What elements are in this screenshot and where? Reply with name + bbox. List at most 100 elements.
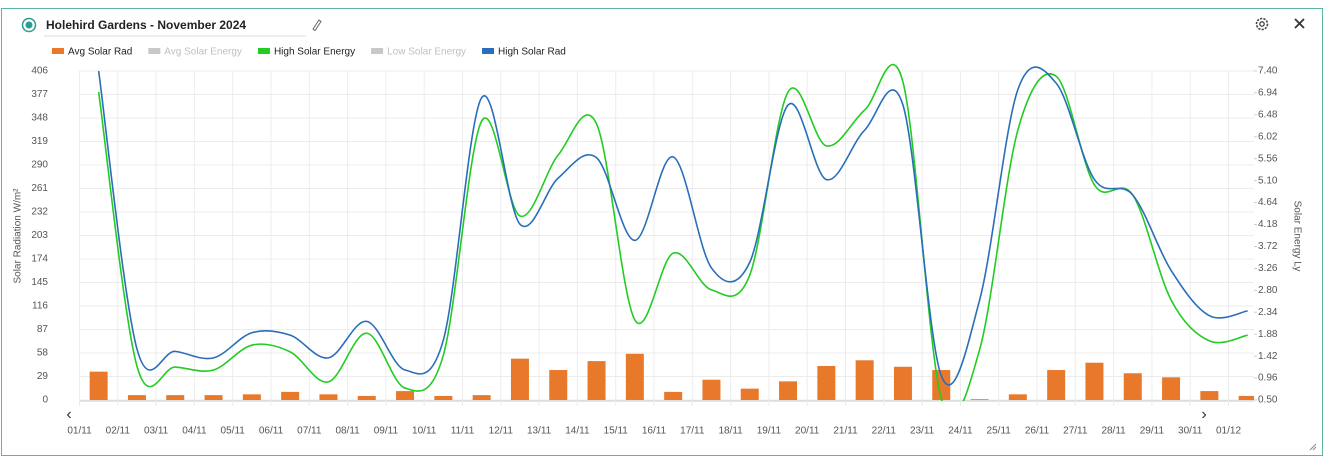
scroll-left[interactable]: ‹	[66, 406, 71, 423]
y-tick-label: 87	[37, 324, 49, 335]
x-tick-label: 14/11	[565, 426, 590, 437]
legend-swatch[interactable]	[148, 48, 161, 54]
x-tick-label: 26/11	[1025, 426, 1050, 437]
bar	[1238, 395, 1254, 400]
y2-tick-label: 4.64	[1258, 197, 1278, 208]
bar	[1162, 377, 1181, 400]
x-tick-label: 04/11	[182, 426, 207, 437]
y2-tick-label: 1.42	[1258, 351, 1278, 362]
x-tick-label: 09/11	[374, 426, 399, 437]
widget-title: Holehird Gardens - November 2024	[46, 18, 246, 32]
y2-tick-label: 6.48	[1258, 110, 1278, 121]
bar	[1200, 391, 1219, 400]
y2-tick-label: 3.26	[1258, 263, 1278, 274]
y-tick-label: 29	[37, 371, 49, 382]
y-axis-label: Solar Radiation W/m²	[13, 188, 24, 284]
legend-label[interactable]: Low Solar Energy	[387, 47, 466, 58]
settings-icon[interactable]	[1255, 17, 1269, 31]
legend-swatch[interactable]	[257, 48, 270, 54]
y2-axis-label: Solar Energy Ly	[1291, 201, 1302, 272]
x-tick-label: 10/11	[412, 426, 437, 437]
x-tick-label: 19/11	[757, 426, 782, 437]
y-tick-label: 145	[31, 277, 48, 288]
bar	[204, 395, 223, 400]
x-tick-label: 17/11	[680, 426, 705, 437]
bar	[587, 361, 606, 400]
edit-icon[interactable]	[312, 19, 322, 32]
bar	[242, 394, 261, 400]
bar	[166, 395, 185, 400]
x-tick-label: 24/11	[948, 426, 973, 437]
x-tick-label: 28/11	[1101, 426, 1126, 437]
bar	[893, 366, 912, 400]
y-tick-label: 116	[32, 301, 48, 312]
x-tick-label: 08/11	[335, 426, 360, 437]
bar	[357, 395, 376, 400]
bar	[472, 395, 491, 400]
bar	[434, 395, 453, 400]
x-tick-label: 13/11	[527, 426, 552, 437]
legend-label[interactable]: High Solar Energy	[274, 47, 355, 58]
y2-tick-label: 0.96	[1258, 373, 1278, 384]
bar	[1047, 370, 1066, 400]
y2-tick-label: 7.40	[1258, 66, 1278, 77]
y2-tick-label: 6.02	[1258, 131, 1278, 142]
legend-label[interactable]: High Solar Rad	[498, 47, 566, 58]
x-tick-label: 16/11	[642, 426, 667, 437]
bar	[625, 353, 644, 400]
scroll-right[interactable]: ›	[1201, 406, 1206, 423]
bar	[855, 360, 874, 400]
close-icon[interactable]	[1294, 18, 1305, 29]
y2-tick-label: 3.72	[1258, 241, 1278, 252]
bar	[702, 379, 721, 400]
y-tick-label: 377	[31, 89, 48, 100]
legend-label[interactable]: Avg Solar Rad	[68, 47, 132, 58]
bar	[281, 391, 300, 400]
x-tick-label: 21/11	[833, 426, 858, 437]
x-tick-label: 22/11	[872, 426, 897, 437]
y-tick-label: 348	[31, 113, 48, 124]
bar	[779, 381, 798, 400]
legend-label[interactable]: Avg Solar Energy	[164, 47, 242, 58]
x-tick-label: 03/11	[144, 426, 169, 437]
x-tick-label: 12/11	[489, 426, 514, 437]
x-tick-label: 27/11	[1063, 426, 1088, 437]
x-tick-label: 25/11	[987, 426, 1012, 437]
x-tick-label: 20/11	[795, 426, 820, 437]
plot-area: 0 29 58 87 116 145 174 203 232 261 290 319 348 377 406…	[31, 63, 1278, 437]
y2-tick-label: 6.94	[1258, 88, 1278, 99]
x-tick-label: 07/11	[297, 426, 322, 437]
bar	[664, 391, 683, 400]
x-tick-label: 11/11	[451, 426, 475, 437]
x-tick-label: 29/11	[1140, 426, 1165, 437]
legend-swatch[interactable]	[52, 48, 64, 54]
x-tick-label: 23/11	[910, 426, 935, 437]
y2-tick-label: 5.56	[1258, 153, 1278, 164]
bar	[1085, 362, 1104, 400]
x-tick-label: 30/11	[1178, 426, 1203, 437]
x-tick-label: 02/11	[106, 426, 131, 437]
y-tick-label: 261	[31, 183, 48, 194]
x-tick-label: 01/12	[1216, 426, 1241, 437]
x-tick-label: 01/11	[67, 426, 92, 437]
y2-tick-label: 5.10	[1258, 175, 1278, 186]
resize-handle[interactable]	[1309, 443, 1317, 451]
x-tick-label: 18/11	[718, 426, 743, 437]
line	[97, 66, 1248, 386]
y2-tick-label: 2.34	[1258, 307, 1278, 318]
legend-swatch[interactable]	[371, 48, 384, 54]
bar	[549, 370, 568, 400]
bar	[970, 399, 989, 400]
bar	[740, 388, 759, 400]
y2-tick-label: 1.88	[1258, 329, 1278, 340]
legend-swatch[interactable]	[482, 48, 495, 54]
bar	[510, 358, 529, 400]
y-tick-label: 319	[31, 136, 48, 147]
bar	[319, 394, 338, 400]
x-tick-label: 05/11	[221, 426, 246, 437]
y-tick-label: 58	[37, 348, 49, 359]
bar	[1123, 373, 1142, 400]
bar	[817, 365, 836, 400]
